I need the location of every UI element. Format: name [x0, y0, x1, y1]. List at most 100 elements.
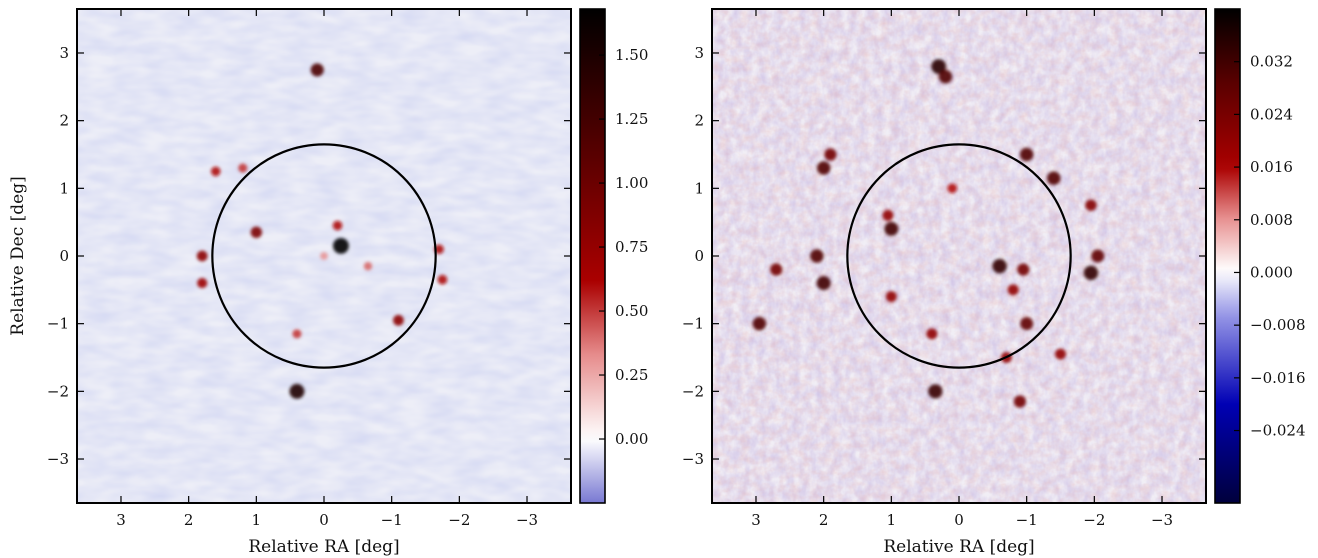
right-x-tick-label: 0 — [954, 511, 964, 529]
right-colorbar-tick-label: 0.008 — [1250, 211, 1293, 229]
left-source-13 — [363, 261, 373, 271]
right-source-7 — [752, 316, 767, 331]
right-source-14 — [1083, 265, 1099, 281]
right-source-15 — [1091, 249, 1105, 263]
right-source-19 — [1013, 395, 1027, 408]
right-source-24 — [1007, 284, 1019, 296]
left-y-tick-label: 2 — [59, 112, 69, 130]
right-source-16 — [1020, 317, 1034, 331]
right-source-25 — [1055, 348, 1067, 360]
left-source-3 — [250, 226, 263, 238]
right-panel: 3 2 1 0 −1 −2 −3 3 2 1 0 −1 −2 −3 Relative RA [deg] 0… — [682, 8, 1306, 557]
left-source-7 — [238, 163, 248, 173]
left-colorbar-tick-label: 0.75 — [615, 238, 648, 256]
left-source-1 — [333, 237, 349, 254]
left-y-tick-label: −2 — [47, 382, 69, 400]
left-source-6 — [210, 166, 221, 177]
right-source-5 — [816, 276, 831, 291]
right-source-13 — [1046, 171, 1061, 185]
right-source-22 — [1085, 199, 1097, 211]
left-colorbar-tick-label: 1.50 — [615, 46, 648, 64]
right-colorbar-tick-label: −0.016 — [1250, 369, 1306, 387]
left-colorbar: 1.50 1.25 1.00 0.75 0.50 0.25 0.00 — [579, 8, 648, 504]
right-source-11 — [1017, 263, 1030, 276]
left-colorbar-tick-label: 0.00 — [615, 430, 648, 448]
left-colorbar-tick-label: 0.25 — [615, 366, 648, 384]
right-colorbar-gradient — [1215, 9, 1240, 503]
right-ticks: 3 2 1 0 −1 −2 −3 3 2 1 0 −1 −2 −3 — [682, 9, 1206, 529]
left-x-tick-label: 2 — [184, 511, 194, 529]
left-y-tick-label: 1 — [59, 179, 69, 197]
right-x-tick-label: 1 — [887, 511, 897, 529]
right-colorbar-tick-label: 0.032 — [1250, 53, 1293, 71]
left-y-tick-label: 3 — [59, 44, 69, 62]
right-map-noise-red — [712, 9, 1206, 503]
left-colorbar-frame — [579, 8, 606, 504]
left-x-tick-label: 3 — [116, 511, 126, 529]
right-source-9 — [882, 209, 894, 221]
right-colorbar-tick-label: −0.024 — [1250, 422, 1306, 440]
right-colorbar: 0.032 0.024 0.016 0.008 0.000 −0.008 −0.016 −0.… — [1214, 8, 1306, 504]
right-fov-circle — [846, 143, 1072, 369]
right-source-10 — [992, 258, 1007, 274]
left-source-11 — [292, 329, 302, 339]
right-source-1 — [938, 69, 953, 84]
right-y-tick-label: −2 — [682, 382, 704, 400]
right-y-tick-label: 1 — [694, 179, 704, 197]
right-colorbar-tick-label: 0.000 — [1250, 263, 1293, 281]
right-x-tick-label: −3 — [1151, 511, 1173, 529]
left-x-tick-label: 0 — [319, 511, 329, 529]
right-source-3 — [824, 148, 837, 161]
right-y-tick-label: 2 — [694, 112, 704, 130]
left-colorbar-tick-label: 1.25 — [615, 110, 648, 128]
left-colorbar-tick-label: 1.00 — [615, 174, 648, 192]
left-source-12 — [289, 383, 305, 399]
right-x-tick-label: 2 — [819, 511, 829, 529]
right-y-tick-label: −3 — [682, 450, 704, 468]
right-source-6 — [770, 263, 783, 276]
right-source-18 — [928, 384, 943, 399]
left-source-14 — [320, 252, 328, 260]
left-source-5 — [197, 277, 208, 289]
left-source-4 — [196, 250, 208, 262]
left-fov-circle — [211, 143, 437, 369]
right-x-tick-label: 3 — [751, 511, 761, 529]
left-y-tick-label: −1 — [47, 315, 69, 333]
left-source-2 — [332, 220, 343, 231]
left-ticks: 3 2 1 0 −1 −2 −3 3 2 1 0 −1 −2 −3 — [47, 9, 571, 529]
right-source-12 — [1019, 147, 1034, 162]
right-colorbar-tick-label: −0.008 — [1250, 316, 1306, 334]
right-sources — [752, 59, 1105, 408]
left-y-tick-label: −3 — [47, 450, 69, 468]
right-colorbar-tick-label: 0.024 — [1250, 105, 1293, 123]
right-x-tick-label: −1 — [1016, 511, 1038, 529]
left-source-8 — [393, 314, 404, 326]
left-x-tick-label: −1 — [381, 511, 403, 529]
left-y-axis-label: Relative Dec [deg] — [8, 176, 28, 335]
right-source-21 — [885, 291, 897, 303]
left-x-tick-label: −2 — [448, 511, 470, 529]
right-y-tick-label: 3 — [694, 44, 704, 62]
left-y-tick-label: 0 — [59, 247, 69, 265]
right-source-4 — [810, 249, 824, 263]
right-y-tick-label: −1 — [682, 315, 704, 333]
left-colorbar-gradient — [580, 9, 605, 503]
right-colorbar-frame — [1214, 8, 1241, 504]
left-x-tick-label: −3 — [516, 511, 538, 529]
right-source-20 — [926, 328, 938, 340]
right-source-23 — [947, 183, 958, 194]
left-sources — [196, 63, 448, 399]
left-source-0 — [310, 63, 324, 77]
left-x-tick-label: 1 — [252, 511, 262, 529]
right-colorbar-tick-label: 0.016 — [1250, 158, 1293, 176]
left-x-axis-label: Relative RA [deg] — [248, 537, 399, 557]
right-source-2 — [816, 161, 831, 175]
right-x-tick-label: −2 — [1083, 511, 1105, 529]
right-y-tick-label: 0 — [694, 247, 704, 265]
right-source-8 — [884, 221, 899, 236]
left-source-10 — [437, 274, 448, 285]
right-source-0 — [931, 59, 947, 74]
left-colorbar-tick-label: 0.50 — [615, 302, 648, 320]
left-panel: 3 2 1 0 −1 −2 −3 3 2 1 0 −1 −2 −3 Relative RA [deg] R… — [8, 8, 648, 557]
